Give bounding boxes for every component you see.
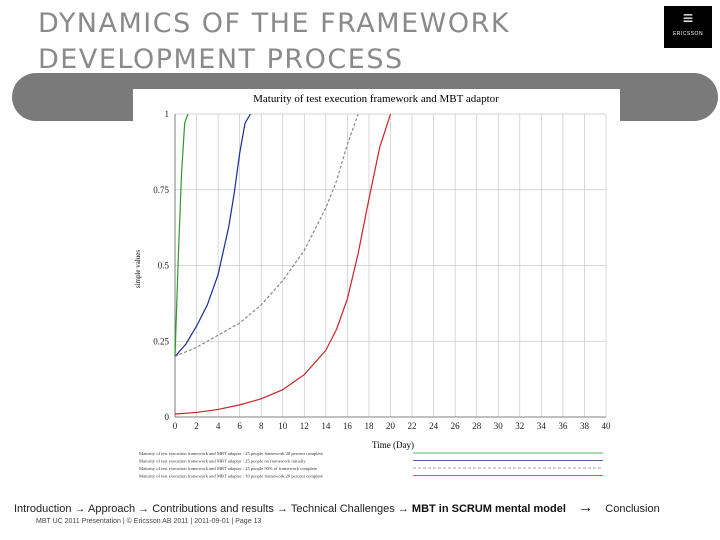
series-line-2 xyxy=(174,113,359,357)
nav-item-2[interactable]: Contributions and results xyxy=(152,503,274,515)
x-tick-label: 22 xyxy=(408,421,417,431)
nav-arrow-icon: → xyxy=(273,503,291,515)
nav-arrow-icon: → xyxy=(135,503,153,515)
legend-entry-2: Maturity of test execution framework and… xyxy=(139,466,317,471)
nav-arrow-icon: → xyxy=(394,503,412,515)
legend-entry-0: Maturity of test execution framework and… xyxy=(139,451,323,456)
series-lines xyxy=(174,113,392,415)
nav-item-5[interactable]: Conclusion xyxy=(605,503,660,515)
grid-lines xyxy=(174,113,607,418)
x-tick-label: 0 xyxy=(173,421,178,431)
y-tick-label: 1 xyxy=(165,109,170,119)
x-tick-label: 2 xyxy=(194,421,199,431)
x-tick-label: 24 xyxy=(429,421,439,431)
chart-ylabel: simple values xyxy=(134,250,142,289)
series-line-1 xyxy=(174,113,251,357)
nav-item-0[interactable]: Introduction xyxy=(14,503,72,515)
y-tick-label: 0.75 xyxy=(153,185,169,195)
axis-ticks: 0 2 4 6 8 10 12 14 16 18 20 22 24 26 28 30 32 34 36 38 4000.… xyxy=(153,109,611,431)
legend: Maturity of test execution framework and… xyxy=(139,451,603,479)
legend-entry-1: Maturity of test execution framework and… xyxy=(139,459,306,464)
x-tick-label: 20 xyxy=(386,421,396,431)
series-line-3 xyxy=(174,113,392,415)
footer-meta: MBT UC 2011 Presentation | © Ericsson AB… xyxy=(36,518,262,525)
x-tick-label: 14 xyxy=(321,421,331,431)
nav-item-4[interactable]: MBT in SCRUM mental model xyxy=(411,503,566,515)
x-tick-label: 8 xyxy=(259,421,264,431)
x-tick-label: 38 xyxy=(580,421,590,431)
x-tick-label: 28 xyxy=(472,421,482,431)
y-tick-label: 0 xyxy=(165,412,170,422)
footer-page-number: 13 xyxy=(253,518,262,525)
x-tick-label: 16 xyxy=(343,421,353,431)
chart-panel: Maturity of test execution framework and… xyxy=(133,89,620,489)
breadcrumb-nav: Introduction → Approach → Contributions … xyxy=(14,499,714,516)
x-tick-label: 36 xyxy=(558,421,568,431)
footer-date: 2011-09-01 xyxy=(194,518,230,525)
nav-arrow-icon: → xyxy=(573,499,598,516)
ericsson-mark-icon: ≡ xyxy=(682,8,694,28)
footer-page-label: Page xyxy=(235,518,252,525)
x-tick-label: 4 xyxy=(216,421,221,431)
footer-copyright: © Ericsson AB 2011 xyxy=(126,518,189,525)
x-tick-label: 34 xyxy=(537,421,547,431)
x-tick-label: 32 xyxy=(515,421,524,431)
y-tick-label: 0.5 xyxy=(158,261,170,271)
x-tick-label: 18 xyxy=(364,421,374,431)
series-line-0 xyxy=(174,113,189,357)
logo-text: ERICSSON xyxy=(672,31,704,37)
legend-entry-3: Maturity of test execution framework and… xyxy=(139,474,323,479)
slide-title-line1: DYNAMICS OF THE FRAMEWORK xyxy=(38,8,511,39)
x-tick-label: 12 xyxy=(300,421,309,431)
x-tick-label: 6 xyxy=(237,421,242,431)
nav-item-3[interactable]: Technical Challenges xyxy=(290,503,395,515)
chart-title: Maturity of test execution framework and… xyxy=(253,93,499,105)
x-tick-label: 30 xyxy=(494,421,504,431)
y-tick-label: 0.25 xyxy=(153,336,169,346)
x-tick-label: 40 xyxy=(602,421,612,431)
chart-svg: Maturity of test execution framework and… xyxy=(134,93,611,479)
ericsson-logo: ≡ ERICSSON xyxy=(664,6,712,48)
nav-item-1[interactable]: Approach xyxy=(88,503,136,515)
x-tick-label: 10 xyxy=(278,421,288,431)
slide-title-line2: DEVELOPMENT PROCESS xyxy=(38,44,404,75)
nav-arrow-icon: → xyxy=(71,503,88,515)
footer-presentation: MBT UC 2011 Presentation xyxy=(36,518,121,525)
x-tick-label: 26 xyxy=(451,421,461,431)
slide-title: DYNAMICS OF THE FRAMEWORK DEVELOPMENT PR… xyxy=(38,6,638,78)
chart-xlabel: Time (Day) xyxy=(372,440,414,450)
